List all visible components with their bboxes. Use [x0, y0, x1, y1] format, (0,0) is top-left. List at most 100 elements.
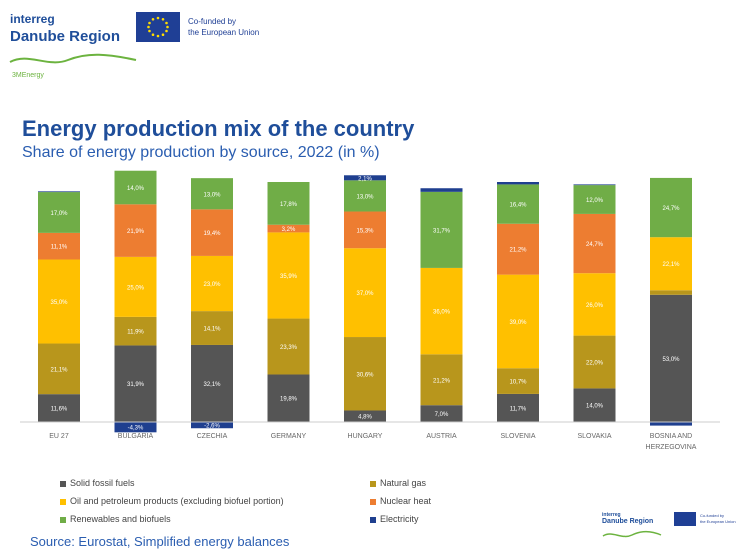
- data-label: 2,1%: [358, 176, 372, 182]
- source-note: Source: Eurostat, Simplified energy bala…: [30, 534, 290, 549]
- bar-segment-gas: [191, 311, 233, 345]
- legend-item-solid: Solid fossil fuels: [60, 478, 135, 488]
- data-label: 23,0%: [203, 282, 221, 288]
- data-label: 24,7%: [586, 242, 604, 248]
- data-label: 13,0%: [203, 192, 221, 198]
- bar-segment-oil: [344, 248, 386, 338]
- x-tick-label: HERZEGOVINA: [646, 444, 697, 451]
- bar-segment-renew: [650, 177, 692, 238]
- data-label: 14,1%: [203, 327, 221, 333]
- legend-label-solid: Solid fossil fuels: [70, 478, 135, 488]
- bar-segment-nuclear: [497, 223, 539, 275]
- x-tick-label: EU 27: [49, 433, 69, 440]
- bar-segment-nuclear: [573, 213, 616, 274]
- x-tick-label: HUNGARY: [348, 433, 383, 440]
- bar-segment-renew: [38, 192, 80, 233]
- bar-segment-renew: [497, 184, 539, 224]
- data-label: 16,4%: [509, 203, 527, 209]
- data-label: 37,0%: [356, 291, 374, 297]
- data-label: 25,0%: [127, 285, 145, 291]
- bar-segment-solid: [344, 410, 386, 422]
- stacked-bar-chart: 11,6% 21,1% 35,0% 11,1% 17,0% EU 27 31,9% 11,9%…: [20, 170, 720, 451]
- bar-segment-oil: [191, 255, 233, 312]
- data-label: 53,0%: [662, 357, 680, 363]
- bar-segment-elec: [38, 191, 80, 193]
- legend-label-renew: Renewables and biofuels: [70, 514, 171, 524]
- data-label: 17,8%: [280, 202, 298, 208]
- data-label: 13,0%: [356, 194, 374, 200]
- bar-segment-solid: [267, 374, 310, 422]
- eu-line1: Co-funded by: [188, 17, 237, 26]
- data-label: 35,0%: [50, 300, 68, 306]
- data-label: -4,3%: [128, 426, 144, 432]
- bar-segment-renew: [420, 191, 463, 268]
- bar-segment-renew: [344, 180, 386, 212]
- footer-eu-line1: Co-funded by: [700, 513, 725, 518]
- eu-flag-icon: [136, 12, 180, 42]
- legend-item-renew: Renewables and biofuels: [60, 514, 171, 524]
- data-label: 36,0%: [433, 310, 451, 316]
- project-name: 3MEnergy: [12, 72, 44, 79]
- data-label: 21,9%: [127, 229, 145, 235]
- bar-segment-oil: [114, 256, 157, 317]
- data-label: 15,3%: [356, 228, 374, 234]
- data-label: 11,9%: [127, 330, 144, 336]
- data-label: 21,2%: [509, 248, 527, 254]
- bar-segment-nuclear: [38, 232, 80, 260]
- data-label: 31,9%: [127, 382, 145, 388]
- data-label: 22,0%: [586, 361, 604, 367]
- legend-item-oil: Oil and petroleum products (excluding bi…: [60, 496, 284, 506]
- bar-segment-oil: [38, 259, 80, 344]
- x-tick-label: BULGARIA: [118, 433, 154, 440]
- bar-segment-elec: [114, 422, 157, 433]
- data-label: 22,1%: [662, 262, 680, 268]
- x-tick-label: SLOVENIA: [500, 433, 535, 440]
- bar-segment-oil: [267, 232, 310, 319]
- x-tick-label: SLOVAKIA: [577, 433, 611, 440]
- eu-text: Co-funded by the European Union: [188, 16, 259, 38]
- bar-segment-renew: [573, 185, 616, 214]
- bar-segment-gas: [420, 354, 463, 406]
- bar-segment-gas: [344, 337, 386, 411]
- footer-logo: interreg Danube Region Co-funded by the …: [600, 508, 740, 548]
- bar-segment-gas: [573, 335, 616, 389]
- bar-segment-elec: [191, 422, 233, 429]
- bar-segment-nuclear: [191, 209, 233, 256]
- data-label: 4,8%: [358, 415, 372, 421]
- data-label: 3,2%: [282, 227, 296, 233]
- legend-swatch-gas: [370, 480, 376, 487]
- data-label: 11,6%: [51, 407, 68, 413]
- brand-line2: Danube Region: [10, 28, 121, 45]
- legend-item-nuclear: Nuclear heat: [370, 496, 431, 506]
- bar-segment-solid: [497, 393, 539, 422]
- bar-segment-solid: [38, 394, 80, 422]
- header-logo: interreg Danube Region Co-funded by the …: [8, 6, 308, 86]
- footer-wave-icon: [602, 530, 662, 538]
- eu-line2: the European Union: [188, 28, 260, 37]
- legend-label-nuclear: Nuclear heat: [380, 496, 432, 506]
- data-label: 39,0%: [509, 320, 527, 326]
- bar-segment-solid: [114, 345, 157, 422]
- bar-segment-renew: [267, 182, 310, 225]
- x-tick-label: CZECHIA: [197, 433, 228, 440]
- data-label: 10,7%: [509, 380, 527, 386]
- footer-brand-line2: Danube Region: [602, 518, 654, 525]
- legend-label-oil: Oil and petroleum products (excluding bi…: [70, 496, 284, 506]
- data-label: 31,7%: [433, 228, 451, 234]
- data-label: 7,0%: [435, 412, 449, 418]
- legend-swatch-solid: [60, 480, 66, 487]
- bar-segment-nuclear: [114, 204, 157, 257]
- bar-segment-elec: [497, 182, 539, 185]
- bar-segment-gas: [650, 290, 692, 295]
- bar-segment-gas: [114, 316, 157, 346]
- legend-item-elec: Electricity: [370, 514, 419, 524]
- chart-title: Energy production mix of the country: [22, 116, 415, 141]
- x-tick-label: GERMANY: [271, 433, 307, 440]
- chart-subtitle: Share of energy production by source, 20…: [22, 144, 380, 161]
- bar-segment-elec: [420, 188, 463, 192]
- bar-segment-oil: [573, 273, 616, 336]
- bar-segment-gas: [38, 343, 80, 395]
- bar-segment-gas: [267, 318, 310, 375]
- bar-segment-gas: [497, 368, 539, 394]
- data-label: 17,0%: [50, 211, 68, 217]
